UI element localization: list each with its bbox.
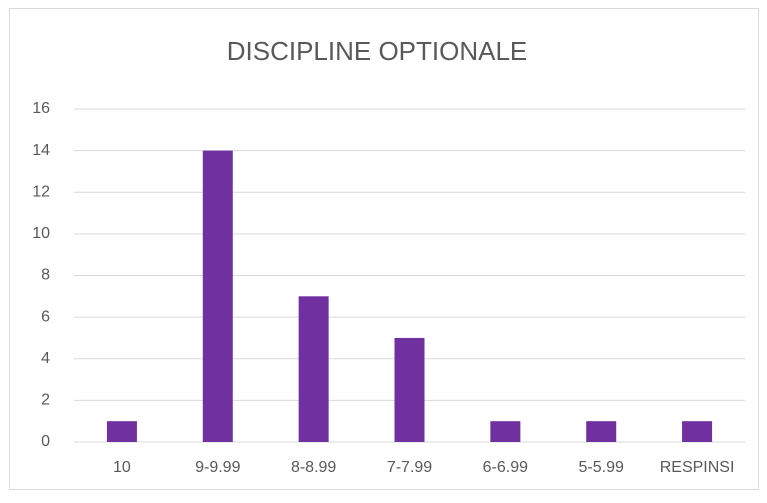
bar bbox=[586, 421, 617, 442]
x-tick-label: 5-5.99 bbox=[579, 459, 624, 476]
y-tick-label: 10 bbox=[32, 225, 50, 242]
chart-title: DISCIPLINE OPTIONALE bbox=[227, 36, 528, 66]
bar bbox=[490, 421, 521, 442]
bar bbox=[202, 150, 233, 442]
y-tick-label: 14 bbox=[32, 142, 50, 159]
chart-border bbox=[9, 8, 759, 490]
y-tick-label: 12 bbox=[32, 183, 50, 200]
y-tick-label: 2 bbox=[41, 392, 50, 409]
bar bbox=[682, 421, 713, 442]
y-tick-label: 6 bbox=[41, 308, 50, 325]
x-tick-label: 10 bbox=[113, 459, 131, 476]
x-tick-label: 7-7.99 bbox=[387, 459, 432, 476]
x-tick-label: 8-8.99 bbox=[291, 459, 336, 476]
bar bbox=[298, 296, 329, 442]
y-tick-label: 8 bbox=[41, 267, 50, 284]
x-tick-label: 9-9.99 bbox=[195, 459, 240, 476]
y-tick-label: 0 bbox=[41, 433, 50, 450]
y-tick-label: 16 bbox=[32, 100, 50, 117]
bar bbox=[394, 337, 425, 442]
y-tick-label: 4 bbox=[41, 350, 50, 367]
x-tick-label: RESPINSI bbox=[660, 459, 735, 476]
bar bbox=[106, 421, 137, 442]
x-tick-label: 6-6.99 bbox=[483, 459, 528, 476]
